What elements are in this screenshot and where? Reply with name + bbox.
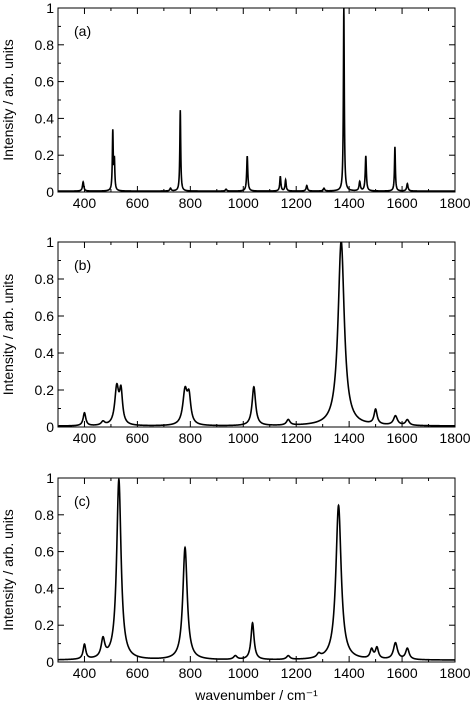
x-tick-label: 800 [179, 430, 203, 446]
x-tick-label: 1400 [334, 430, 365, 446]
y-tick-label: 0.8 [35, 37, 55, 53]
x-tick-label: 1000 [228, 195, 259, 211]
panel-label: (b) [74, 257, 91, 273]
x-tick-label: 1200 [281, 195, 312, 211]
panel-label: (c) [74, 493, 90, 509]
y-tick-label: 1 [46, 470, 54, 486]
y-tick-label: 0.6 [35, 308, 55, 324]
x-tick-label: 1800 [439, 195, 470, 211]
y-tick-label: 0.8 [35, 271, 55, 287]
panel-label: (a) [74, 23, 91, 39]
y-tick-label: 0.6 [35, 544, 55, 560]
x-axis-title: wavenumber / cm⁻¹ [194, 687, 318, 703]
x-tick-label: 800 [179, 665, 203, 681]
x-tick-label: 1600 [386, 195, 417, 211]
x-tick-label: 600 [126, 195, 150, 211]
x-tick-label: 1200 [281, 430, 312, 446]
x-tick-label: 1400 [334, 195, 365, 211]
y-tick-label: 0.4 [35, 580, 55, 596]
spectrum-line [58, 478, 455, 661]
x-tick-label: 400 [73, 665, 97, 681]
x-tick-label: 600 [126, 430, 150, 446]
y-tick-label: 0.4 [35, 345, 55, 361]
spectrum-panel-1: 400 600 800 1000 1200 1400 1600 1800 0 0.2 0.4 0.6 0… [0, 0, 471, 211]
y-tick-label: 0.4 [35, 110, 55, 126]
y-tick-label: 0 [46, 654, 54, 670]
y-tick-label: 0 [46, 419, 54, 435]
x-tick-label: 1000 [228, 430, 259, 446]
y-axis-title: Intensity / arb. units [0, 509, 16, 630]
x-tick-label: 1000 [228, 665, 259, 681]
y-tick-label: 1 [46, 0, 54, 16]
y-tick-label: 0 [46, 184, 54, 200]
plot-frame [57, 241, 456, 428]
x-tick-label: 1400 [334, 665, 365, 681]
x-tick-label: 1800 [439, 665, 470, 681]
spectrum-line [58, 8, 455, 192]
y-axis-title: Intensity / arb. units [0, 39, 16, 160]
y-tick-label: 0.2 [35, 617, 55, 633]
spectrum-line [58, 242, 455, 427]
y-tick-label: 0.8 [35, 507, 55, 523]
x-tick-label: 1800 [439, 430, 470, 446]
y-tick-label: 0.2 [35, 147, 55, 163]
x-tick-label: 1600 [386, 665, 417, 681]
x-tick-label: 800 [179, 195, 203, 211]
x-tick-label: 600 [126, 665, 150, 681]
x-tick-label: 1600 [386, 430, 417, 446]
x-tick-label: 400 [73, 195, 97, 211]
y-tick-label: 0.6 [35, 74, 55, 90]
spectrum-panel-2: 400 600 800 1000 1200 1400 1600 1800 0 0.2 0.4 0.6 0… [0, 234, 471, 446]
y-axis-title: Intensity / arb. units [0, 274, 16, 395]
x-tick-label: 400 [73, 430, 97, 446]
spectrum-panel-3: 400 600 800 1000 1200 1400 1600 1800 0 0.2 0.4 0.6 0… [0, 470, 471, 703]
y-tick-label: 0.2 [35, 382, 55, 398]
x-tick-label: 1200 [281, 665, 312, 681]
y-tick-label: 1 [46, 234, 54, 250]
